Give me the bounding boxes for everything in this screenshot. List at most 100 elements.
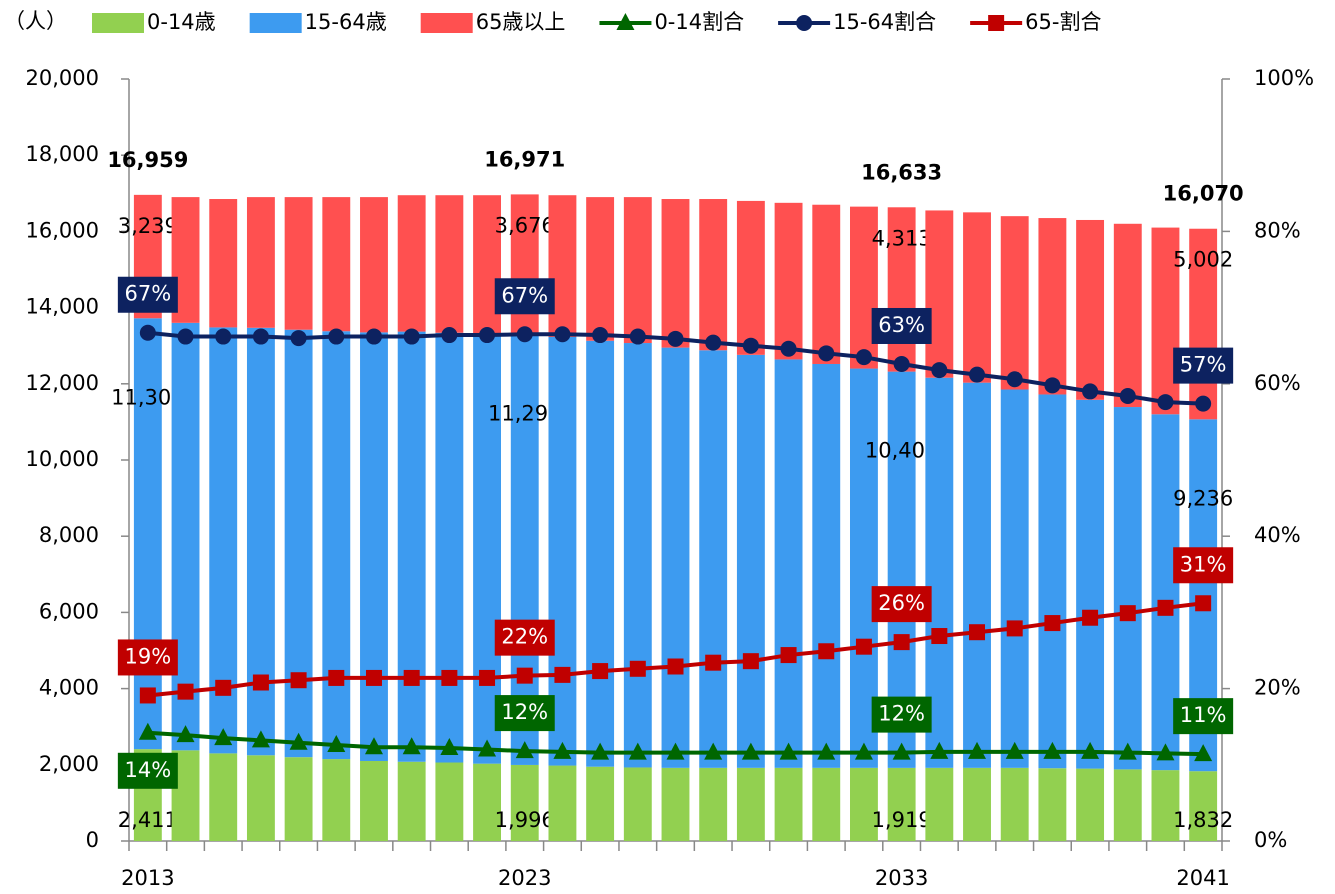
legend-label: 15-64歳 [305, 10, 387, 34]
line-marker [893, 634, 910, 651]
line-marker [403, 669, 420, 686]
line-marker [705, 334, 722, 351]
line-marker [892, 742, 911, 760]
line-marker [969, 366, 986, 383]
line-marker [478, 739, 497, 757]
line-marker [969, 624, 986, 641]
total-label: 16,959 [107, 148, 188, 172]
line-marker [1194, 744, 1213, 762]
legend-label: 0-14歳 [147, 10, 216, 34]
x-tick-label: 2033 [875, 866, 928, 890]
percent-label-box [494, 695, 555, 732]
bar-segment [736, 354, 765, 768]
y-tick-label: 14,000 [26, 295, 99, 319]
line-marker [667, 658, 684, 675]
bar-segment [397, 331, 426, 762]
percent-label: 14% [125, 758, 172, 782]
bar-segment [1113, 223, 1142, 408]
line-marker [479, 327, 496, 344]
percent-label: 22% [501, 625, 548, 649]
line-marker [988, 15, 1005, 31]
bar-segment [548, 765, 577, 841]
bar-segment [171, 322, 200, 751]
bar-segment [623, 767, 652, 841]
line-marker [1195, 595, 1212, 612]
line-marker [1157, 394, 1174, 411]
total-label: 16,633 [861, 160, 942, 184]
bar-segment [473, 763, 501, 841]
bar-segment [812, 204, 841, 364]
line-marker [930, 741, 949, 759]
percent-label: 12% [501, 700, 548, 724]
bar-segment [736, 767, 765, 841]
percent-label: 57% [1180, 353, 1227, 377]
bar-segment [133, 318, 162, 750]
bar-segment [397, 761, 426, 841]
line-marker [705, 654, 722, 671]
legend-label: 65-割合 [1025, 10, 1101, 34]
percent-label: 67% [125, 282, 172, 306]
bar-value-label: 1,996 [495, 808, 555, 832]
line-marker [251, 730, 270, 748]
x-tick-label: 2023 [498, 866, 551, 890]
line-marker [780, 647, 797, 664]
line-marker [139, 687, 156, 704]
percent-label: 67% [501, 283, 548, 307]
line-marker [176, 725, 195, 743]
bar-segment [1000, 389, 1029, 768]
percent-label-box [871, 586, 932, 623]
y-tick-label: 4,000 [39, 676, 99, 700]
bar-value-label: 1,832 [1173, 808, 1233, 832]
line-marker [666, 742, 685, 760]
bar-value-label: 5,002 [1173, 248, 1233, 272]
line-marker [1082, 383, 1099, 400]
line-marker [214, 728, 233, 746]
y-axis-unit: （人） [4, 9, 67, 33]
line-marker [479, 669, 496, 686]
bar-value-label: 2,411 [118, 808, 178, 832]
line-marker [931, 362, 948, 379]
bar-value-label: 3,239 [118, 214, 178, 238]
line-marker [629, 660, 646, 677]
line-marker [252, 328, 269, 345]
line-marker [516, 667, 533, 684]
percent-label-box [117, 752, 178, 789]
y-tick-label: 0 [86, 828, 99, 852]
bar-segment [963, 767, 991, 841]
bar-segment [1038, 394, 1067, 769]
bar-segment [1113, 769, 1142, 841]
bar-segment [699, 350, 728, 768]
line-marker [215, 328, 232, 345]
percent-label-box [1173, 347, 1234, 384]
line-marker [139, 324, 156, 341]
y-tick-label: 10,000 [26, 447, 99, 471]
bar-segment [360, 332, 388, 761]
percent-label-box [117, 639, 178, 676]
line-marker [365, 669, 382, 686]
line-marker [628, 742, 647, 760]
bar-segment [435, 332, 464, 763]
percent-label-box [494, 278, 555, 315]
percent-label-box [871, 696, 932, 733]
legend-label: 65歳以上 [476, 10, 566, 34]
line-marker [1005, 741, 1024, 759]
line-marker [855, 638, 872, 655]
bar-segment [586, 197, 615, 341]
line-marker [553, 741, 572, 759]
line-marker [780, 340, 797, 357]
bar-segment [925, 210, 954, 378]
bar-value-label: 9,236 [1173, 486, 1233, 510]
line-marker [402, 737, 421, 755]
line-marker [931, 628, 948, 645]
line-marker [328, 669, 345, 686]
y-tick-label: 2,000 [39, 752, 99, 776]
bar-value-label: 1,919 [872, 808, 932, 832]
line-marker [742, 337, 759, 354]
line-marker [742, 653, 759, 670]
y-tick-label: 16,000 [26, 218, 99, 242]
line-marker [796, 15, 813, 31]
bar-segment [548, 195, 577, 337]
line-marker [516, 326, 533, 343]
line-marker [616, 13, 635, 30]
